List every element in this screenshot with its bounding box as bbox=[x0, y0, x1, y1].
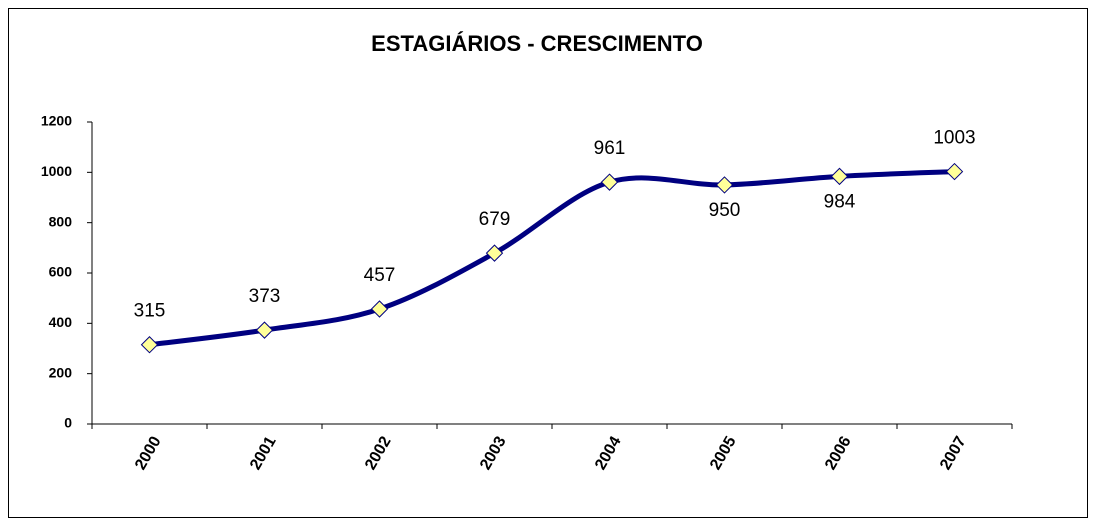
data-marker bbox=[255, 321, 274, 339]
data-marker bbox=[600, 173, 619, 191]
data-marker bbox=[945, 162, 964, 181]
chart-title: ESTAGIÁRIOS - CRESCIMENTO bbox=[371, 31, 703, 56]
data-label: 457 bbox=[364, 265, 396, 286]
data-label: 373 bbox=[249, 286, 281, 307]
data-label: 315 bbox=[134, 301, 166, 322]
y-tick-label: 800 bbox=[49, 213, 73, 229]
data-label: 1003 bbox=[933, 128, 975, 149]
y-tick-label: 400 bbox=[49, 314, 73, 330]
data-marker bbox=[485, 244, 504, 262]
chart-border bbox=[8, 8, 1088, 518]
data-marker bbox=[140, 336, 159, 354]
data-label: 950 bbox=[709, 200, 741, 221]
data-marker bbox=[370, 300, 389, 318]
y-tick-label: 1200 bbox=[41, 113, 72, 129]
y-tick-label: 0 bbox=[64, 415, 72, 431]
data-label: 984 bbox=[824, 191, 856, 212]
data-marker bbox=[715, 176, 734, 194]
data-marker bbox=[830, 167, 849, 186]
data-line bbox=[149, 169, 955, 348]
data-label: 961 bbox=[594, 138, 626, 159]
y-tick-label: 1000 bbox=[41, 163, 72, 179]
y-tick-label: 600 bbox=[49, 264, 73, 280]
y-tick-label: 200 bbox=[49, 364, 73, 380]
data-label: 679 bbox=[479, 209, 511, 230]
